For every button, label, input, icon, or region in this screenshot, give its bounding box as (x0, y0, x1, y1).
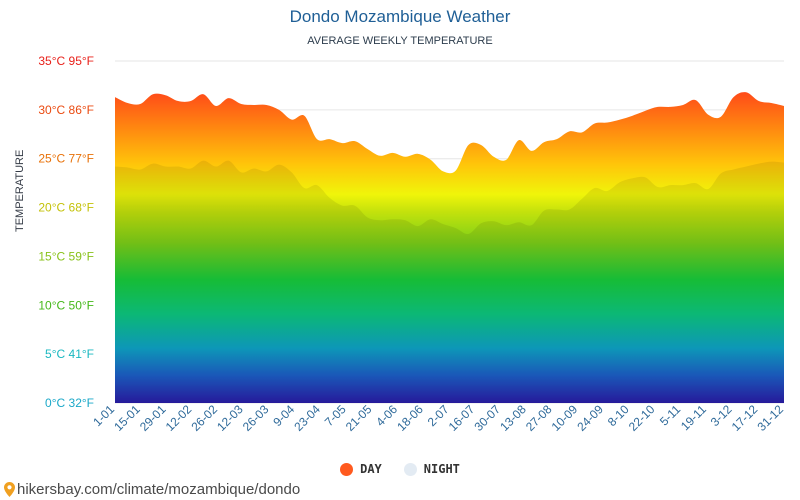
source-link[interactable]: hikersbay.com/climate/mozambique/dondo (4, 481, 300, 498)
y-tick-label: 35°C 95°F (38, 54, 94, 68)
legend-item-day[interactable]: DAY (340, 462, 382, 476)
x-tick-label: 27-08 (523, 402, 555, 434)
x-tick-label: 24-09 (574, 402, 606, 434)
x-tick-label: 19-11 (678, 402, 709, 433)
x-tick-label: 22-10 (626, 402, 658, 434)
x-tick-label: 26-02 (188, 402, 220, 434)
y-tick-label: 30°C 86°F (38, 103, 94, 117)
y-tick-label: 20°C 68°F (38, 201, 94, 215)
x-tick-label: 17-12 (729, 402, 761, 434)
x-tick-label: 15-01 (111, 402, 143, 434)
day-dot-icon (340, 462, 354, 476)
x-tick-label: 29-01 (137, 402, 169, 434)
x-tick-label: 12-02 (163, 402, 195, 434)
y-tick-label: 10°C 50°F (38, 298, 94, 312)
x-tick-label: 23-04 (291, 402, 323, 434)
night-series-area (115, 160, 784, 403)
x-tick-label: 13-08 (497, 402, 529, 434)
y-tick-label: 0°C 32°F (45, 396, 94, 410)
legend-item-night[interactable]: NIGHT (403, 462, 460, 476)
y-tick-label: 5°C 41°F (45, 347, 94, 361)
chart-title: Dondo Mozambique Weather (289, 7, 511, 26)
legend-day-label: DAY (360, 462, 382, 476)
chart-subtitle: AVERAGE WEEKLY TEMPERATURE (307, 35, 493, 47)
x-tick-label: 10-09 (549, 402, 581, 434)
source-url: hikersbay.com/climate/mozambique/dondo (17, 481, 301, 498)
y-tick-label: 15°C 59°F (38, 249, 94, 263)
x-tick-label: 31-12 (755, 402, 787, 434)
y-axis-label: TEMPERATURE (14, 149, 26, 232)
location-pin-icon (4, 482, 15, 497)
x-tick-label: 16-07 (446, 402, 478, 434)
legend: DAY NIGHT (0, 462, 800, 476)
legend-night-label: NIGHT (423, 462, 460, 476)
x-tick-label: 30-07 (471, 402, 503, 434)
night-dot-icon (403, 462, 417, 476)
x-tick-label: 26-03 (240, 402, 272, 434)
day-series-area (115, 92, 784, 404)
x-tick-label: 12-03 (214, 402, 246, 434)
x-tick-label: 18-06 (394, 402, 426, 434)
y-tick-label: 25°C 77°F (38, 152, 94, 166)
x-tick-label: 21-05 (343, 402, 375, 434)
